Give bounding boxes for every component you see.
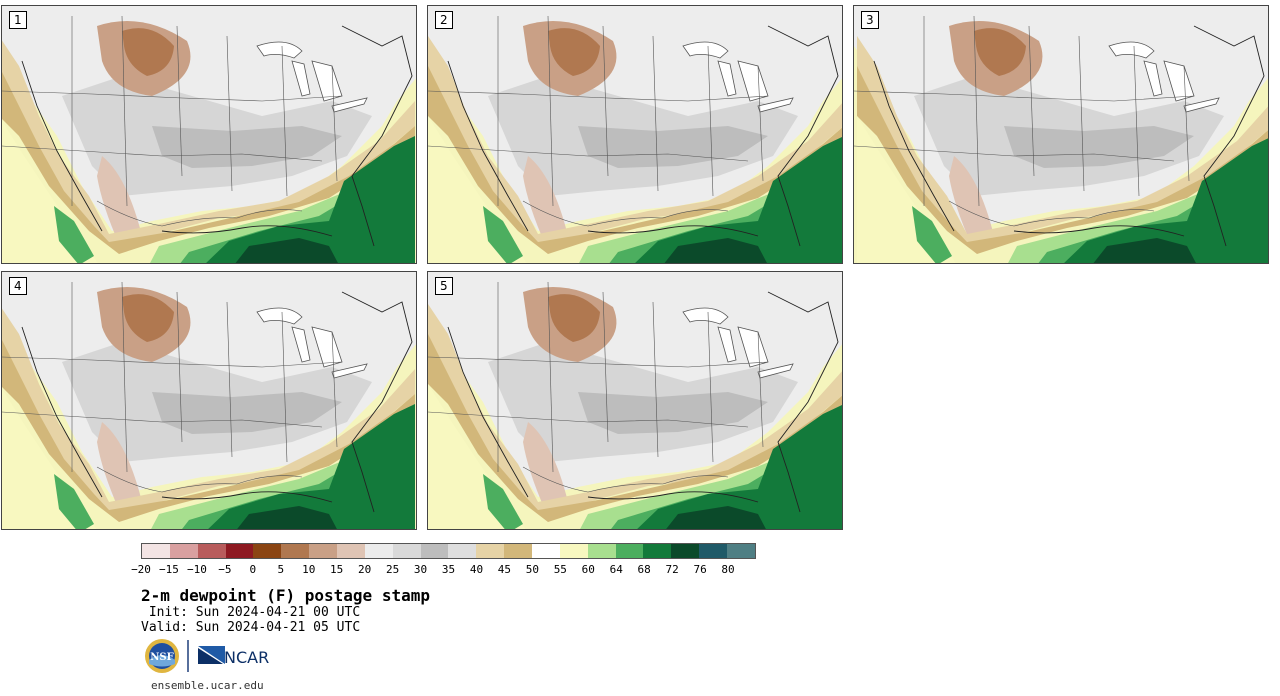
stamp-number: 4 xyxy=(9,277,27,295)
nsf-logo-icon: NSF xyxy=(145,639,179,673)
dewpoint-map xyxy=(428,272,842,529)
dewpoint-map xyxy=(2,6,416,263)
colorbar-segment xyxy=(309,544,338,558)
colorbar-segment xyxy=(532,544,560,558)
stamp-number: 2 xyxy=(435,11,453,29)
colorbar-tick-label: 40 xyxy=(469,563,484,576)
colorbar-ticks: −20 −15 −10 −5 0 5 10 15 20 25 30 35 40 45 50 55 60 64 68 7… xyxy=(131,563,756,577)
colorbar-segment xyxy=(559,544,588,558)
colorbar-segment xyxy=(643,544,672,558)
stamp-number: 1 xyxy=(9,11,27,29)
dewpoint-map xyxy=(2,272,416,529)
stamp-number: 5 xyxy=(435,277,453,295)
stamp-number: 3 xyxy=(861,11,879,29)
valid-time: Valid: Sun 2024-04-21 05 UTC xyxy=(141,620,361,635)
colorbar-tick-label: 72 xyxy=(665,563,679,576)
colorbar-tick-label: 0 xyxy=(249,563,257,576)
colorbar-segment xyxy=(169,544,198,558)
postage-stamp-map: 5 xyxy=(427,271,843,530)
dewpoint-map xyxy=(854,6,1268,263)
colorbar-tick-label: −5 xyxy=(218,563,232,576)
svg-text:NCAR: NCAR xyxy=(224,648,269,667)
colorbar-tick-label: 20 xyxy=(358,563,372,576)
colorbar-tick-label: −15 xyxy=(159,563,179,576)
ncar-logo-icon: NCAR xyxy=(198,646,269,667)
colorbar-segment xyxy=(615,544,644,558)
logos: NSF NCAR xyxy=(145,639,269,673)
colorbar-segment xyxy=(587,544,616,558)
postage-stamp-map: 4 xyxy=(1,271,417,530)
postage-stamp-map: 1 xyxy=(1,5,417,264)
colorbar-tick-label: 30 xyxy=(413,563,428,576)
colorbar-tick-label: −10 xyxy=(186,563,207,576)
colorbar-segment xyxy=(699,544,728,558)
colorbar-segment xyxy=(225,544,254,558)
colorbar-segment xyxy=(253,544,282,558)
colorbar-tick-label: 68 xyxy=(637,563,651,576)
colorbar xyxy=(141,543,756,559)
init-time: Init: Sun 2024-04-21 00 UTC xyxy=(141,605,361,620)
colorbar-segment xyxy=(420,544,449,558)
postage-stamp-map: 2 xyxy=(427,5,843,264)
colorbar-segment xyxy=(142,544,170,558)
colorbar-segment xyxy=(392,544,421,558)
colorbar-segment xyxy=(476,544,505,558)
colorbar-segment xyxy=(671,544,700,558)
page-title: 2-m dewpoint (F) postage stamp xyxy=(141,586,430,605)
postage-stamp-map: 3 xyxy=(853,5,1269,264)
colorbar-tick-label: 25 xyxy=(385,563,400,576)
website-url: ensemble.ucar.edu xyxy=(151,679,264,692)
svg-text:NSF: NSF xyxy=(150,652,173,663)
colorbar-tick-label: 64 xyxy=(609,563,623,576)
colorbar-tick-label: 60 xyxy=(581,563,595,576)
dewpoint-map xyxy=(428,6,842,263)
colorbar-tick-label: 76 xyxy=(693,563,707,576)
colorbar-segment xyxy=(727,544,755,558)
colorbar-tick-label: 10 xyxy=(302,563,316,576)
colorbar-segment xyxy=(197,544,226,558)
colorbar-tick-label: 15 xyxy=(330,563,344,576)
colorbar-tick-label: 80 xyxy=(721,563,735,576)
colorbar-segment xyxy=(337,544,365,558)
colorbar-tick-label: 45 xyxy=(497,563,512,576)
colorbar-segment xyxy=(504,544,533,558)
colorbar-segment xyxy=(364,544,393,558)
colorbar-tick-label: 5 xyxy=(277,563,285,576)
colorbar-tick-label: 55 xyxy=(553,563,567,576)
colorbar-segment xyxy=(281,544,310,558)
colorbar-tick-label: −20 xyxy=(131,563,151,576)
colorbar-segment xyxy=(448,544,477,558)
colorbar-tick-label: 50 xyxy=(525,563,539,576)
colorbar-tick-label: 35 xyxy=(441,563,456,576)
